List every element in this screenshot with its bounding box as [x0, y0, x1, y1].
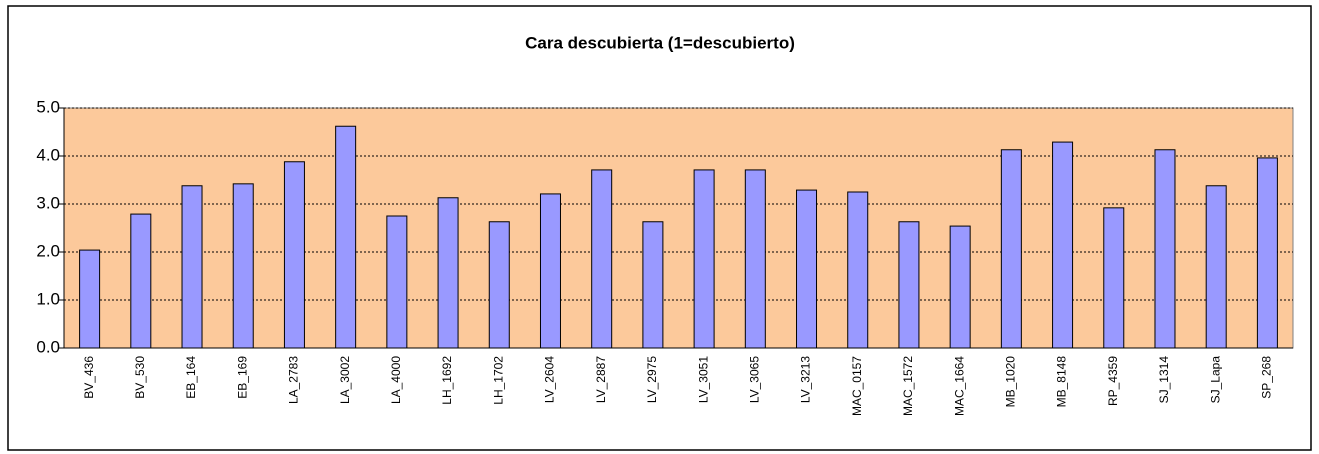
x-tick-label: LA_4000	[389, 356, 403, 404]
bar	[232, 183, 254, 349]
x-tick-label: LA_3002	[338, 356, 352, 404]
bar	[693, 169, 715, 349]
y-tick-label: 5.0	[36, 97, 60, 116]
bar	[130, 213, 152, 349]
x-tick-label: MAC_1664	[952, 356, 966, 416]
x-tick-label: LA_2783	[287, 356, 301, 404]
bar	[79, 249, 101, 349]
x-tick-label: MAC_1572	[901, 356, 915, 416]
x-tick-label: LV_3213	[799, 356, 813, 403]
bar	[1103, 207, 1125, 349]
bar	[488, 221, 510, 349]
x-tick-label: MB_8148	[1055, 356, 1069, 408]
y-tick-label: 1.0	[36, 289, 60, 308]
y-tick-label: 0.0	[36, 337, 60, 356]
x-tick-label: SJ_Lapa	[1208, 356, 1222, 404]
bar	[539, 193, 561, 349]
chart-title: Cara descubierta (1=descubierto)	[525, 33, 795, 52]
x-tick-label: BV_436	[82, 356, 96, 399]
y-tick-label: 2.0	[36, 241, 60, 260]
bar	[1052, 141, 1074, 349]
bar	[1256, 157, 1278, 349]
y-tick-label: 3.0	[36, 193, 60, 212]
bar	[1154, 149, 1176, 349]
x-tick-label: EB_164	[184, 356, 198, 399]
bar	[1000, 149, 1022, 349]
x-tick-label: MAC_0157	[850, 356, 864, 416]
bar	[335, 125, 357, 349]
plot-area	[63, 107, 1294, 349]
x-tick-label: RP_4359	[1106, 356, 1120, 406]
x-tick-label: EB_169	[235, 356, 249, 399]
bar	[181, 185, 203, 349]
bar	[847, 191, 869, 349]
x-tick-label: LV_2887	[594, 356, 608, 403]
x-tick-label: LV_3051	[696, 356, 710, 403]
bar	[591, 169, 613, 349]
bar	[796, 189, 818, 349]
bar	[949, 225, 971, 349]
x-tick-label: BV_530	[133, 356, 147, 399]
x-tick-label: SP_268	[1260, 356, 1274, 399]
bar	[283, 161, 305, 349]
bar	[898, 221, 920, 349]
x-tick-label: MB_1020	[1004, 356, 1018, 408]
y-tick-label: 4.0	[36, 145, 60, 164]
bar	[1205, 185, 1227, 349]
x-tick-label: LV_2975	[645, 356, 659, 403]
x-tick-label: LV_3065	[747, 356, 761, 403]
x-tick-label: LH_1692	[440, 356, 454, 405]
bar	[437, 197, 459, 349]
x-tick-label: LV_2604	[543, 356, 557, 403]
x-tick-label: SJ_1314	[1157, 356, 1171, 404]
x-tick-label: LH_1702	[491, 356, 505, 405]
bar	[386, 215, 408, 349]
bar	[744, 169, 766, 349]
bar	[642, 221, 664, 349]
